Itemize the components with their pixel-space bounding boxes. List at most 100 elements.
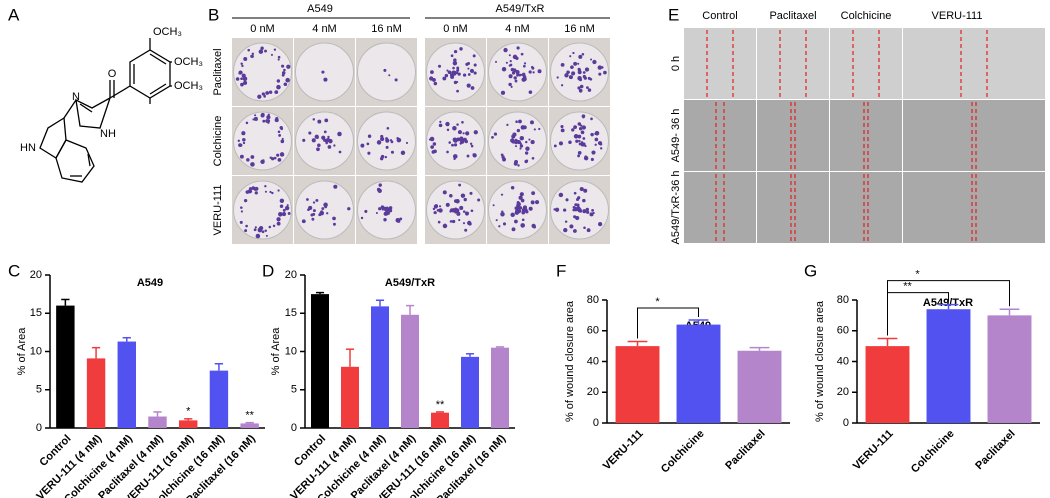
- y-tick-label: 40: [837, 355, 849, 367]
- colony: [528, 70, 532, 74]
- colony: [586, 228, 591, 233]
- colony: [405, 141, 409, 144]
- y-tick-label: 5: [291, 384, 297, 396]
- colony: [257, 227, 262, 233]
- colony: [274, 90, 279, 95]
- atom-label: NH: [100, 128, 116, 140]
- colony: [261, 92, 265, 96]
- colony: [239, 154, 244, 159]
- colony: [522, 125, 527, 130]
- colony: [442, 190, 447, 195]
- colony: [515, 56, 519, 60]
- atom-label: OCH₃: [153, 26, 182, 38]
- colony: [519, 135, 525, 141]
- colony: [267, 121, 270, 124]
- colony: [459, 142, 462, 145]
- colony: [473, 63, 477, 67]
- colony: [530, 120, 534, 125]
- colony: [254, 114, 257, 117]
- colony: [525, 146, 530, 151]
- colony: [255, 233, 261, 239]
- colony: [243, 56, 248, 61]
- row-label: A549/TxR-36 h: [670, 171, 682, 245]
- colony: [432, 142, 437, 146]
- colony: [240, 82, 244, 87]
- colony: [333, 184, 338, 189]
- colony: [333, 144, 336, 147]
- colony: [564, 73, 569, 78]
- colony: [523, 62, 527, 65]
- colony: [568, 140, 572, 144]
- panel-label: B: [208, 5, 219, 24]
- colony: [235, 77, 240, 81]
- y-tick-label: 15: [30, 307, 42, 319]
- colony: [452, 61, 458, 66]
- colony: [582, 209, 587, 214]
- colony: [388, 74, 391, 77]
- colony: [260, 46, 264, 50]
- bar: [615, 346, 660, 423]
- colony: [286, 64, 291, 69]
- colony: [453, 58, 457, 62]
- colony: [347, 207, 351, 211]
- colony: [524, 159, 528, 164]
- colony: [444, 73, 449, 78]
- colony: [531, 156, 535, 160]
- colony: [380, 205, 385, 209]
- significance-label: **: [245, 410, 254, 422]
- colony: [514, 206, 518, 210]
- colony: [508, 74, 513, 79]
- y-tick-label: 0: [291, 422, 297, 434]
- colony: [326, 212, 329, 215]
- colony: [447, 70, 452, 75]
- colony: [308, 131, 312, 135]
- colony: [452, 126, 457, 131]
- colony: [494, 60, 498, 63]
- colony: [268, 90, 273, 94]
- colony: [281, 153, 285, 157]
- colony: [430, 70, 434, 75]
- colony: [528, 206, 533, 211]
- colony: [451, 208, 456, 213]
- colony: [522, 72, 526, 76]
- colony: [493, 132, 498, 136]
- colony: [469, 142, 473, 145]
- colony: [281, 137, 284, 140]
- colony: [451, 143, 454, 147]
- colony: [603, 70, 607, 75]
- structure: [39, 38, 172, 183]
- colony: [452, 66, 455, 70]
- colony: [518, 195, 523, 200]
- colony: [573, 61, 578, 66]
- colony: [508, 82, 512, 87]
- column-label: Colchicine: [841, 10, 892, 22]
- colony: [594, 137, 599, 142]
- bar: [56, 305, 75, 428]
- colony: [286, 204, 289, 207]
- dose-label: 0 nM: [250, 23, 274, 35]
- colony: [442, 223, 448, 229]
- colony: [239, 220, 243, 224]
- colony: [378, 140, 381, 143]
- colony: [501, 66, 507, 72]
- colony: [448, 141, 452, 144]
- colony: [463, 197, 467, 202]
- colony: [464, 211, 470, 216]
- colony: [428, 138, 431, 141]
- y-axis-label: % of Area: [270, 327, 282, 376]
- colony: [575, 215, 580, 221]
- colony: [456, 68, 460, 72]
- colony: [238, 143, 242, 147]
- colony: [323, 202, 328, 208]
- colony: [578, 54, 583, 59]
- colony: [538, 127, 541, 131]
- colony: [586, 86, 589, 90]
- panel-label: C: [8, 261, 20, 280]
- atom-label: OCH₃: [174, 56, 203, 68]
- colony: [587, 88, 592, 92]
- colony: [580, 124, 583, 127]
- colony: [281, 64, 285, 68]
- significance-bracket: [637, 307, 699, 339]
- colony: [554, 207, 560, 212]
- colony: [315, 198, 319, 202]
